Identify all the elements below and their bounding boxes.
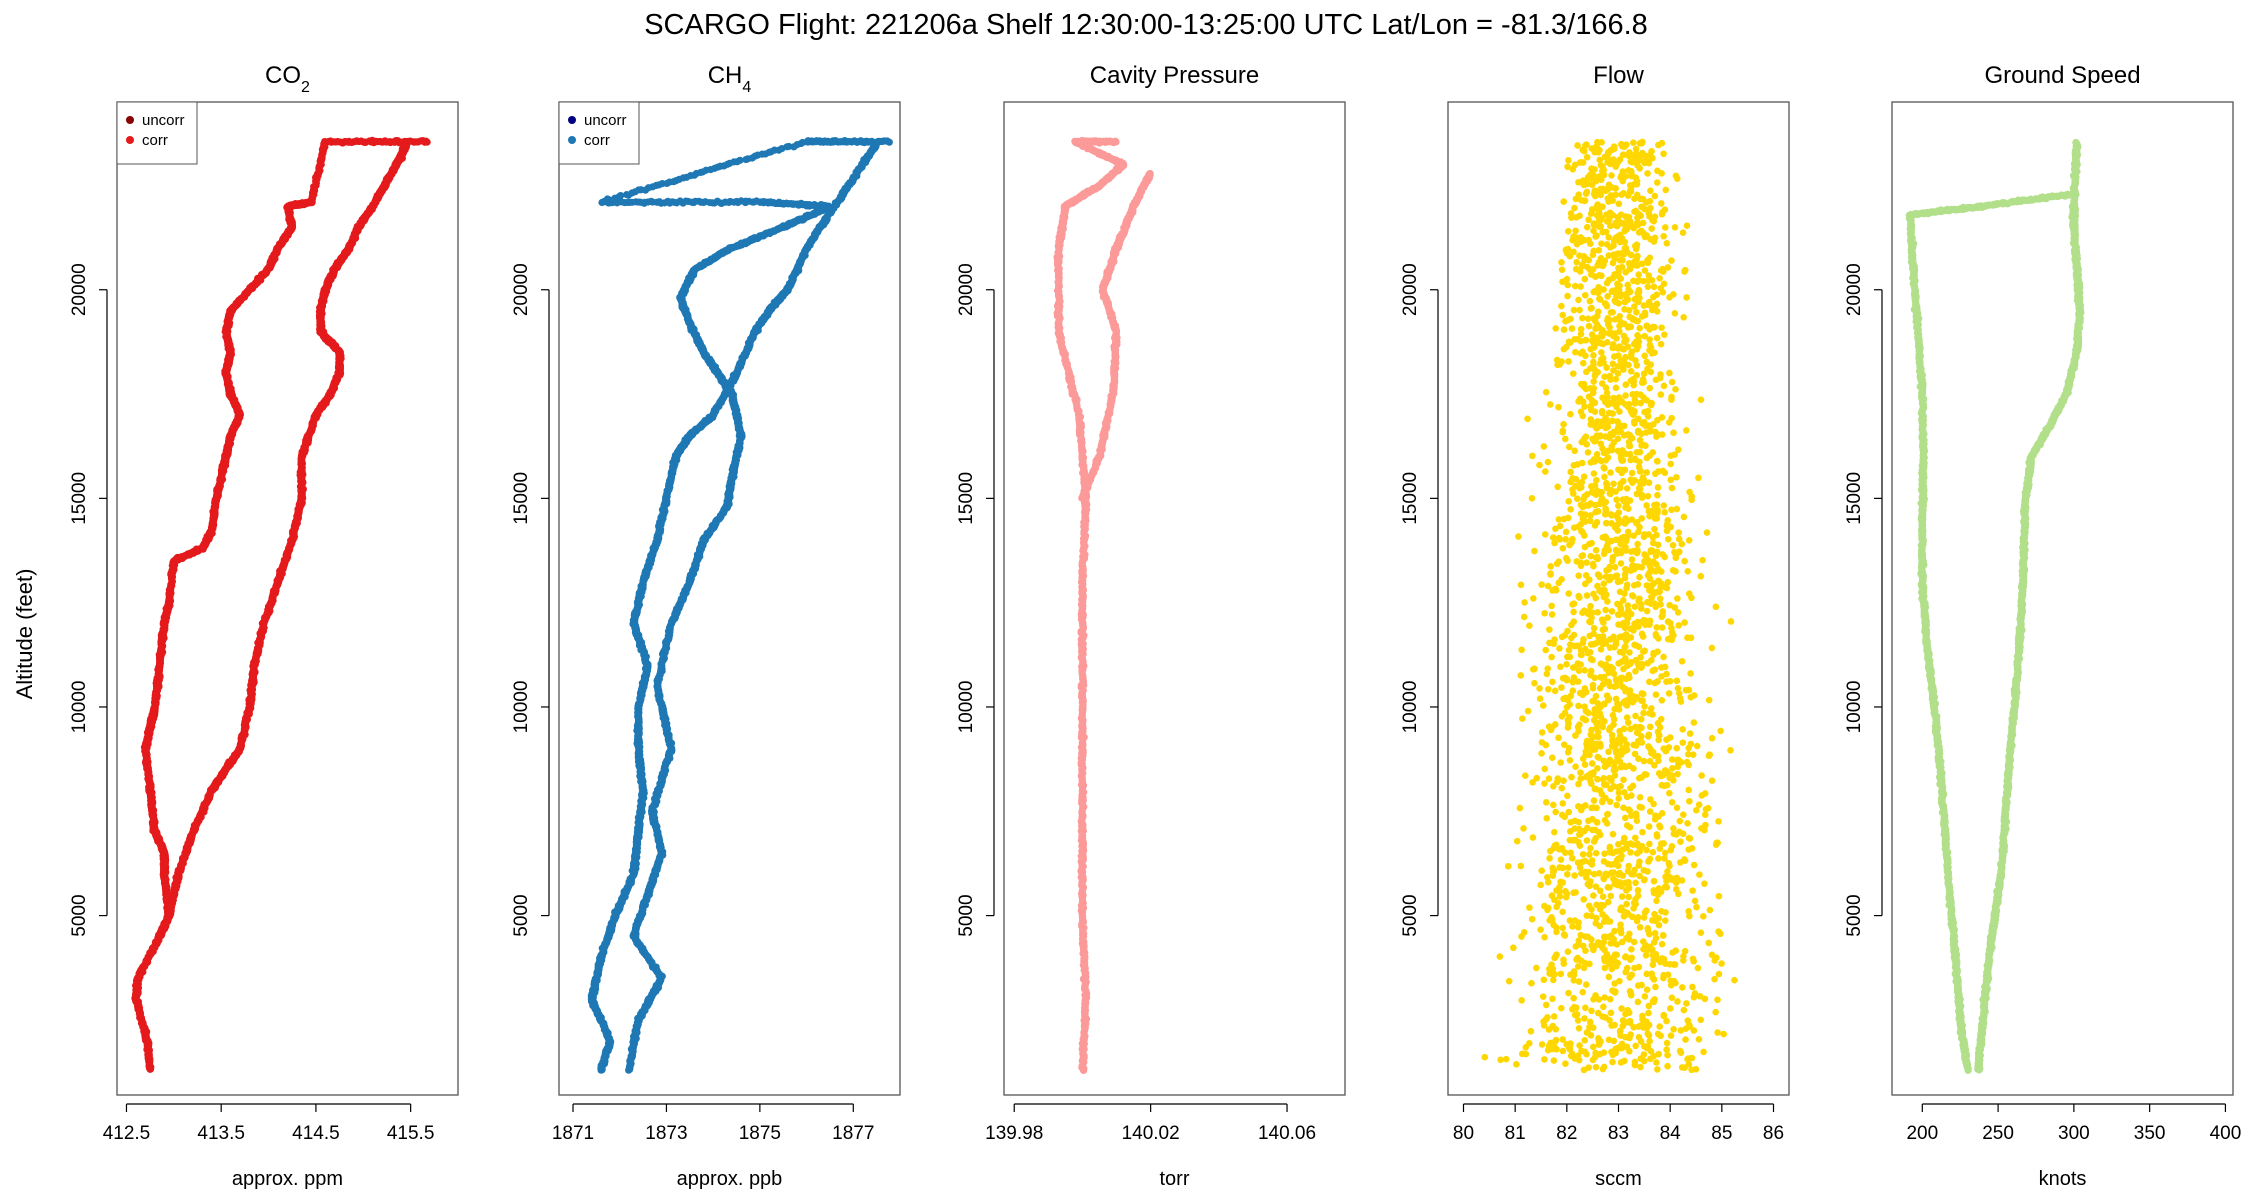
panel-title-subscript: 2 xyxy=(301,79,310,96)
y-tick-label: 20000 xyxy=(69,263,90,316)
x-axis-label: approx. ppm xyxy=(232,1168,343,1190)
data-points xyxy=(131,136,431,1073)
legend-marker xyxy=(126,136,134,144)
x-tick-label: 414.5 xyxy=(292,1123,340,1144)
legend-marker xyxy=(126,116,134,124)
x-axis: 412.5 413.5 414.5 415.5 xyxy=(103,1103,435,1144)
legend: uncorr corr xyxy=(116,101,198,165)
panel-title: CH4 xyxy=(708,62,752,96)
data-points xyxy=(587,136,893,1074)
panels: CO2 412.5 413.5 414.5 415.5 approx. ppm 5000 10… xyxy=(69,62,2241,1190)
panel-title: CO2 xyxy=(265,62,310,96)
panel-0: CO2 412.5 413.5 414.5 415.5 approx. ppm 5000 10… xyxy=(69,62,459,1190)
panel-title-subscript: 4 xyxy=(742,79,751,96)
x-tick-label: 415.5 xyxy=(387,1123,435,1144)
panel-title-main: CH xyxy=(708,62,743,89)
y-tick-label: 10000 xyxy=(69,681,90,734)
x-tick-label: 412.5 xyxy=(103,1123,151,1144)
legend-label: corr xyxy=(142,132,168,149)
y-tick-label: 5000 xyxy=(69,894,90,936)
y-axis: 5000 10000 15000 20000 xyxy=(69,263,108,937)
data-point xyxy=(423,138,431,146)
figure-title: SCARGO Flight: 221206a Shelf 12:30:00-13… xyxy=(644,9,1648,41)
panel-title-main: CO xyxy=(265,62,301,89)
x-tick-label: 413.5 xyxy=(197,1123,245,1144)
y-axis-label: Altitude (feet) xyxy=(12,569,37,700)
legend-label: uncorr xyxy=(142,112,185,129)
y-tick-label: 15000 xyxy=(69,472,90,525)
